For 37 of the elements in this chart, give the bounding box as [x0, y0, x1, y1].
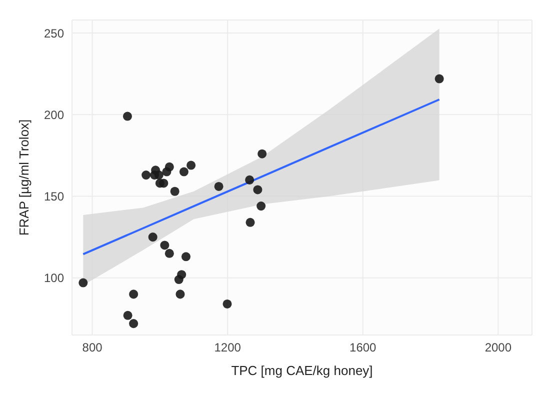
point [148, 232, 158, 242]
point [222, 299, 232, 308]
line-series [82, 98, 440, 256]
point [129, 290, 138, 299]
point [186, 160, 196, 170]
point [214, 182, 224, 191]
point [160, 240, 170, 250]
y-tick-label: 100 [44, 271, 64, 286]
point [434, 74, 444, 84]
point [256, 202, 266, 211]
point [176, 290, 185, 299]
point [246, 218, 255, 227]
point [179, 167, 188, 176]
point [122, 112, 132, 121]
point [170, 186, 180, 196]
x-axis-title: TPC [mg CAE/kg honey] [231, 363, 373, 378]
point [159, 178, 168, 188]
x-tick-label: 1200 [214, 340, 242, 355]
y-tick-label: 250 [44, 26, 64, 40]
point [164, 248, 174, 258]
point [154, 170, 164, 180]
x-tick-label: 800 [82, 340, 103, 355]
point [253, 185, 262, 194]
y-tick-label: 150 [44, 190, 64, 204]
point [123, 310, 132, 320]
point [245, 175, 254, 184]
x-tick-label: 1600 [350, 340, 377, 355]
point [129, 319, 138, 328]
point [162, 167, 172, 176]
point [258, 149, 267, 158]
x-tick-label: 2000 [484, 340, 512, 355]
y-tick-label: 200 [44, 108, 64, 122]
y-axis-title: FRAP [µg/ml Trolox] [16, 119, 32, 236]
point [142, 170, 151, 180]
point [181, 252, 190, 262]
point [78, 278, 88, 288]
point [174, 275, 184, 284]
